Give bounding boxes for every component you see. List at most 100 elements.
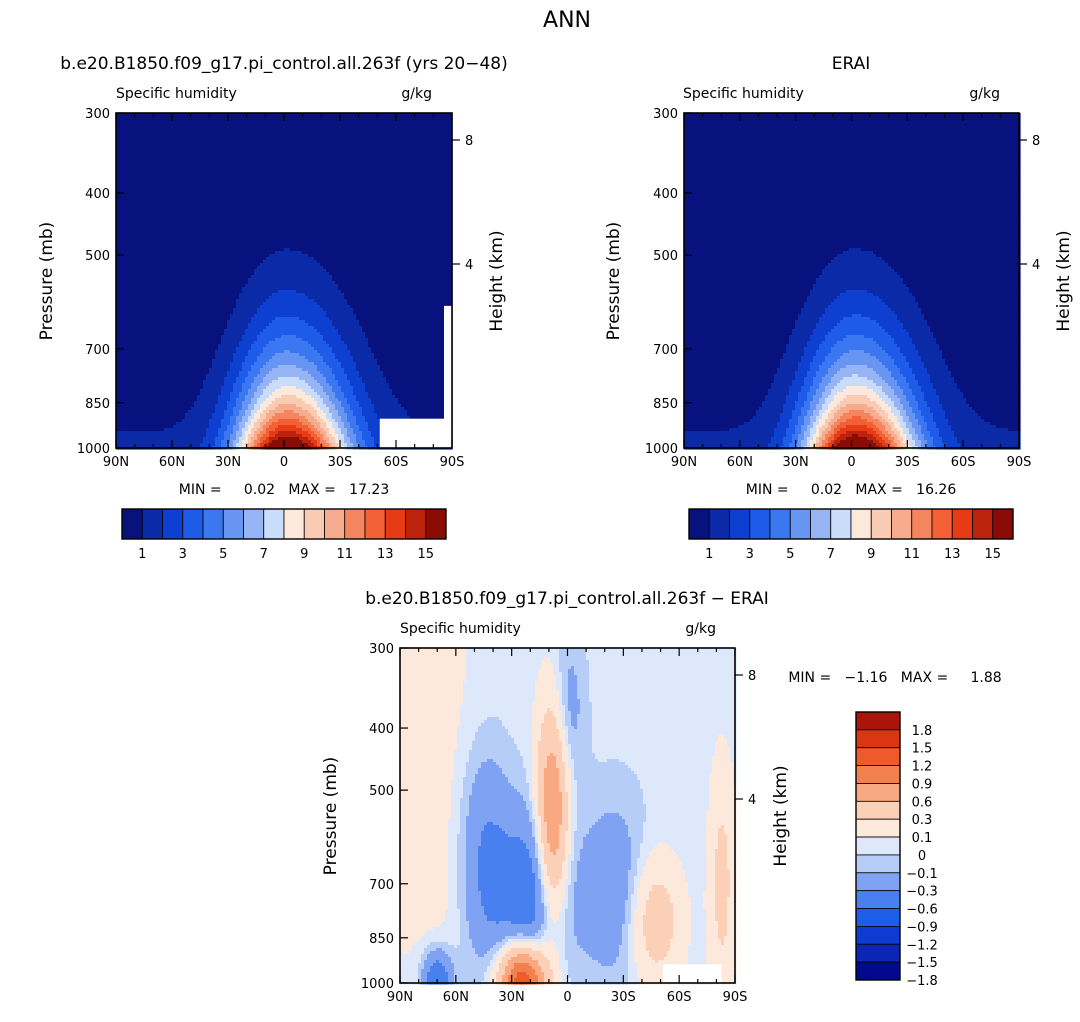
panel-obs-colorbar: 1 3 5 7 9 11 13 15: [689, 509, 1013, 562]
panel-model-colorbar-swatch: [142, 509, 162, 539]
panel-obs-colorbar-swatch: [790, 509, 810, 539]
panel-model-colorbar-swatch: [264, 509, 284, 539]
panel-obs-ylabel: Pressure (mb): [604, 222, 624, 341]
panel-model-title: b.e20.B1850.f09_g17.pi_control.all.263f …: [60, 54, 508, 74]
panel-obs-colorbar-label: 7: [827, 547, 835, 562]
panel-diff-colorbar-label: −0.9: [906, 920, 938, 935]
panel-obs-xtick-label: 0: [847, 455, 855, 470]
panel-diff-colorbar-swatch: [856, 783, 900, 801]
figure-title: ANN: [543, 8, 591, 33]
panel-diff-xtick-label: 60N: [443, 990, 469, 1005]
panel-diff-colorbar-swatch: [856, 730, 900, 748]
panel-obs-units-label: g/kg: [969, 86, 1000, 102]
panel-obs-colorbar-swatch: [912, 509, 932, 539]
panel-diff-units-label: g/kg: [685, 621, 716, 637]
panel-diff-colorbar-label: 1.5: [912, 742, 933, 757]
panel-diff-colorbar-swatch: [856, 962, 900, 980]
panel-model-colorbar-label: 13: [377, 547, 394, 562]
panel-obs-y2tick-label: 4: [1032, 258, 1040, 273]
panel-obs-xtick-label: 60S: [951, 455, 976, 470]
panel-model-colorbar-label: 1: [138, 547, 146, 562]
panel-diff-ytick-label: 400: [369, 722, 394, 737]
panel-diff-colorbar-label: −0.6: [906, 903, 938, 918]
panel-obs-colorbar-swatch: [770, 509, 790, 539]
panel-model-colorbar: 1 3 5 7 9 11 13 15: [122, 509, 446, 562]
panel-obs-colorbar-swatch: [811, 509, 831, 539]
panel-model-colorbar-swatch: [203, 509, 223, 539]
panel-model-colorbar-swatch: [244, 509, 264, 539]
panel-diff-colorbar-swatch: [856, 891, 900, 909]
panel-model-colorbar-swatch: [345, 509, 365, 539]
panel-diff-colorbar-label: −0.3: [906, 885, 938, 900]
panel-obs-title: ERAI: [832, 54, 871, 74]
panel-model-colorbar-swatch: [183, 509, 203, 539]
panel-model-ytick-label: 300: [85, 107, 110, 122]
panel-obs-ytick-label: 1000: [645, 442, 678, 457]
panel-diff-colorbar-label: 1.8: [912, 724, 933, 739]
panel-obs-y2label: Height (km): [1054, 230, 1074, 331]
panel-obs-colorbar-label: 11: [903, 547, 920, 562]
panel-diff-colorbar-label: −1.8: [906, 974, 938, 989]
panel-model-colorbar-swatch: [223, 509, 243, 539]
panel-obs-colorbar-swatch: [952, 509, 972, 539]
panel-diff-missing-antarctica: [663, 964, 722, 983]
panel-obs: ERAI Specific humidity g/kg 90N 60N 30N 0 30…: [604, 54, 1074, 562]
panel-obs-xtick-label: 60N: [727, 455, 753, 470]
panel-diff-colorbar-label: 0.9: [912, 777, 933, 792]
panel-diff-colorbar-label: 0.3: [912, 813, 933, 828]
panel-diff-colorbar-swatch: [856, 944, 900, 962]
panel-obs-variable-label: Specific humidity: [683, 86, 804, 102]
panel-model-variable-label: Specific humidity: [116, 86, 237, 102]
panel-obs-colorbar-swatch: [750, 509, 770, 539]
panel-model-xtick-label: 60N: [159, 455, 185, 470]
panel-obs-colorbar-label: 1: [705, 547, 713, 562]
panel-model-colorbar-swatch: [122, 509, 142, 539]
panel-diff-colorbar-swatch: [856, 748, 900, 766]
panel-model-ytick-label: 400: [85, 187, 110, 202]
panel-obs-colorbar-label: 9: [867, 547, 875, 562]
panel-model-colorbar-label: 5: [219, 547, 227, 562]
panel-diff-xtick-label: 90N: [387, 990, 413, 1005]
panel-obs-colorbar-swatch: [973, 509, 993, 539]
panel-model-colorbar-label: 9: [300, 547, 308, 562]
panel-model-colorbar-label: 7: [260, 547, 268, 562]
panel-obs-colorbar-swatch: [689, 509, 709, 539]
panel-obs-xtick-label: 30N: [783, 455, 809, 470]
panel-model-xtick-label: 60S: [384, 455, 409, 470]
panel-model-y2tick-label: 4: [465, 258, 473, 273]
panel-diff-y2label: Height (km): [771, 765, 791, 866]
panel-obs-colorbar-label: 15: [984, 547, 1001, 562]
panel-diff-xtick-label: 30N: [499, 990, 525, 1005]
panel-diff-ylabel: Pressure (mb): [321, 757, 341, 876]
panel-diff-variable-label: Specific humidity: [400, 621, 521, 637]
panel-obs-xtick-label: 90N: [671, 455, 697, 470]
panel-obs-ytick-label: 500: [653, 249, 678, 264]
panel-obs-colorbar-swatch: [709, 509, 729, 539]
panel-model-y2tick-label: 8: [465, 134, 473, 149]
panel-diff-xtick-label: 90S: [723, 990, 748, 1005]
panel-model-colorbar-swatch: [385, 509, 405, 539]
panel-model-colorbar-swatch: [406, 509, 426, 539]
panel-model-ylabel: Pressure (mb): [37, 222, 57, 341]
panel-model-xtick-label: 30S: [328, 455, 353, 470]
panel-diff-colorbar-label: 1.2: [912, 760, 933, 775]
panel-diff-colorbar-swatch: [856, 855, 900, 873]
panel-model-xtick-label: 30N: [215, 455, 241, 470]
panel-model: b.e20.B1850.f09_g17.pi_control.all.263f …: [37, 54, 508, 562]
panel-diff-colorbar-label: −0.1: [906, 867, 938, 882]
panel-obs-colorbar-swatch: [871, 509, 891, 539]
panel-diff-colorbar-label: −1.2: [906, 938, 938, 953]
panel-diff-colorbar-swatch: [856, 873, 900, 891]
panel-model-ytick-label: 700: [85, 343, 110, 358]
panel-diff-ytick-label: 850: [369, 932, 394, 947]
panel-diff-y2tick-label: 8: [748, 669, 756, 684]
panel-model-xtick-label: 0: [280, 455, 288, 470]
panel-diff-xtick-label: 60S: [667, 990, 692, 1005]
panel-diff-colorbar-swatch: [856, 909, 900, 927]
panel-obs-xtick-label: 90S: [1007, 455, 1032, 470]
panel-diff-ytick-label: 300: [369, 642, 394, 657]
panel-diff-colorbar: 1.81.51.20.90.60.30.10−0.1−0.3−0.6−0.9−1…: [856, 712, 938, 989]
